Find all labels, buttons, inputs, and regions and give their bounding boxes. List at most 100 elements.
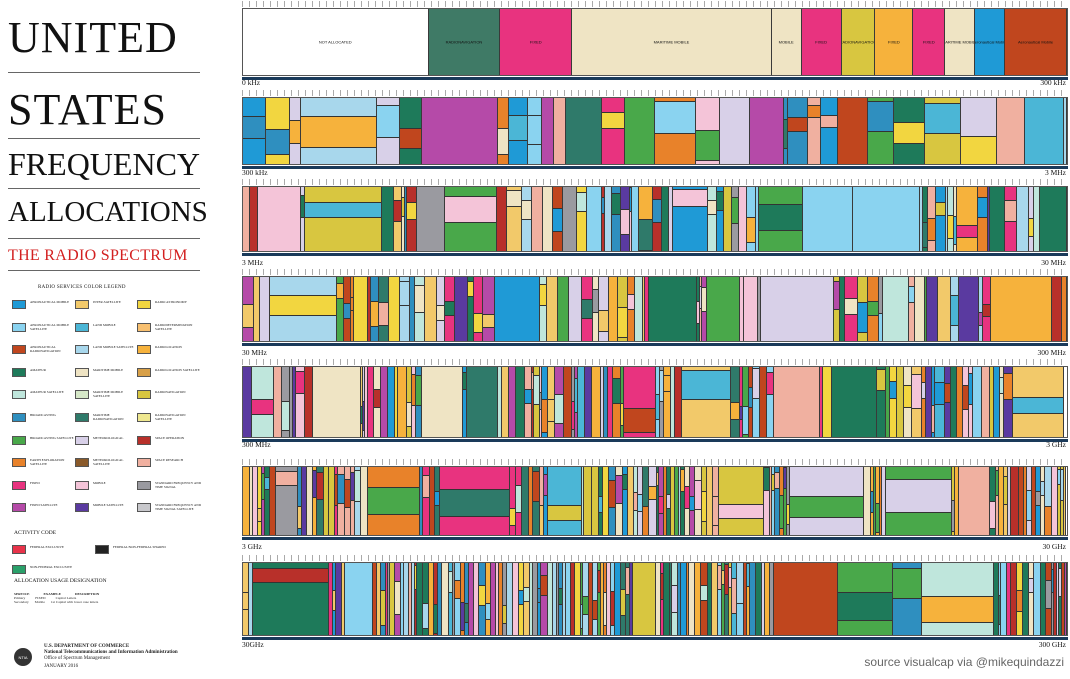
band-cell [702,277,708,341]
band-cell [982,367,990,437]
legend-item: AMATEUR [12,367,76,390]
band-subcell [868,101,893,132]
legend-label: STANDARD FREQUENCY AND TIME SIGNAL SATEL… [155,503,201,512]
band-subcell [664,375,670,393]
band-subcell [699,285,702,309]
band-subcell [485,602,491,620]
activity-label: FEDERAL/NON-FEDERAL SHARED [113,545,166,549]
band-subcell [598,495,602,514]
band-cell [893,98,926,164]
band-subcell [407,202,417,220]
band-cell [769,563,774,635]
band-cell [763,467,770,535]
band-cell [955,467,959,535]
band-cell: Aeronautical Mobile [975,9,1006,75]
band-cell [1003,367,1013,437]
band-label: Aeronautical Mobile [975,39,1004,45]
band-end-label: 30 MHz [1041,258,1066,267]
band-cell [401,187,406,251]
band-cell [399,98,423,164]
band-cell [958,467,990,535]
band-cell [707,277,741,341]
band-cell [576,187,588,251]
band-subcell [763,467,769,491]
band-cell [565,563,572,635]
band-cell [821,98,839,164]
band-cell [671,467,675,535]
band-cell [1017,563,1023,635]
activity-item: FEDERAL EXCLUSIVE [12,545,102,567]
band-cell [542,367,548,437]
band-cell: RADIONAVIGATION [841,9,876,75]
band-subcell [956,225,977,239]
band-cell [455,563,461,635]
band-cell [615,563,622,635]
band-cell [764,563,770,635]
band-subcell [534,374,540,406]
spectrum-band-row [242,186,1068,252]
band-cell [508,98,528,164]
band-cell [365,367,369,437]
activity-swatch [12,545,26,554]
title-line-3: FREQUENCY [8,146,201,182]
band-subcell [696,300,699,324]
band-subcell [465,602,468,624]
band-subcell [598,570,601,594]
band-cell [412,367,416,437]
band-cell [376,563,382,635]
band-cell [385,563,388,635]
band-cell [568,277,583,341]
band-cell [926,367,933,437]
legend-swatch [12,480,26,490]
band-cell [304,367,313,437]
band-cell [468,563,475,635]
band-subcell [423,602,428,629]
legend-item: AERONAUTICAL RADIONAVIGATION [12,345,76,367]
band-cell [518,563,525,635]
band-cell [780,467,784,535]
band-subcell [1029,217,1033,237]
usage-cell: 1st Capital with lower case letters [50,600,99,604]
band-cell [547,563,553,635]
band-subcell [1000,376,1003,394]
band-cell [410,277,416,341]
band-cell [351,277,355,341]
band-cell [1006,563,1012,635]
band-cell [574,563,581,635]
band-cell [915,277,925,341]
activity-item: NON-FEDERAL EXCLUSIVE [12,565,102,587]
band-cell [513,563,519,635]
band-subcell [373,388,381,409]
legend-label: MARITIME RADIONAVIGATION [93,413,124,421]
legend-label: EARTH EXPLORATION SATELLITE [30,458,65,467]
footer-org: U.S. DEPARTMENT OF COMMERCE National Tel… [44,644,178,670]
band-subcell [925,102,961,134]
band-cell [912,367,922,437]
band-cell [686,563,690,635]
legend-swatch [12,367,26,377]
band-subcell [701,585,707,602]
band-cell [1012,367,1065,437]
usage-cell: FIXED [35,596,46,600]
band-subcell [912,374,921,409]
band-subcell [620,403,624,427]
band-cell [713,467,720,535]
band-cell [337,277,344,341]
band-cell [989,467,996,535]
band-axis [242,439,1068,442]
band-subcell [950,294,958,326]
legend-item: MOBILE [75,480,139,503]
title-rule [8,270,200,271]
band-cell [508,367,516,437]
band-cell [577,367,586,437]
band-cell [591,367,601,437]
band-subcell [771,473,774,492]
band-start-label: 300 MHz [242,440,271,449]
legend-label: MOBILE SATELLITE [93,503,124,508]
band-cell [540,277,548,341]
band-cell [387,367,396,437]
legend-label: AERONAUTICAL MOBILE [30,300,70,304]
band-subcell [355,470,361,503]
band-subcell [281,401,290,431]
legend-item: AMATEUR SATELLITE [12,390,76,412]
